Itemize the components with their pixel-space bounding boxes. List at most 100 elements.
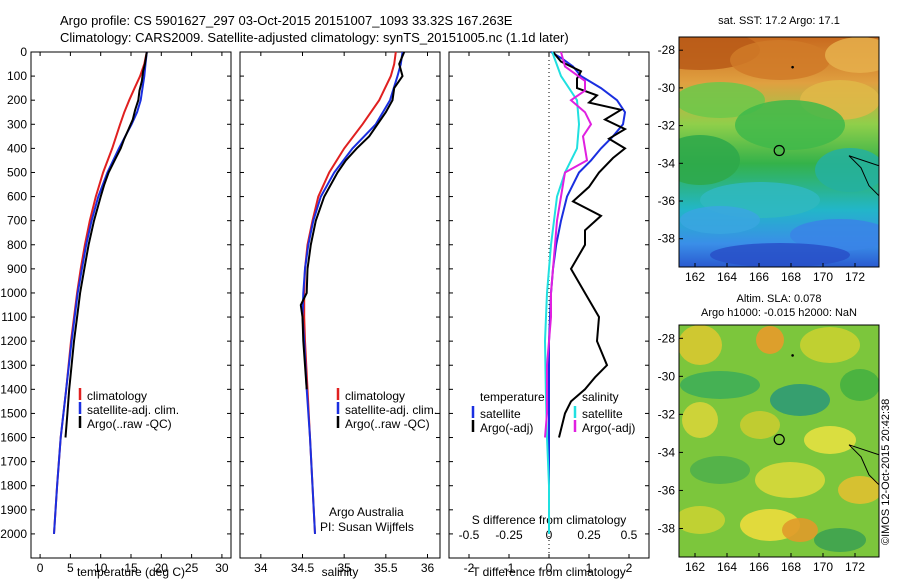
lon-tick-label: 172 [845, 560, 865, 574]
x-tick-label: 25 [185, 561, 199, 575]
y-tick-label: 600 [7, 190, 27, 204]
lon-tick-label: 172 [845, 270, 865, 284]
sst-blob [730, 40, 830, 80]
x-axis-label: T difference from climatology [472, 565, 626, 579]
lon-tick-label: 162 [685, 560, 705, 574]
sst-blob [679, 82, 765, 118]
y-tick-label: 500 [7, 165, 27, 179]
x-axis-label: temperature (deg C) [77, 565, 185, 579]
lat-tick-label: -38 [658, 521, 676, 535]
y-tick-label: 1700 [0, 455, 27, 469]
sst-blob [679, 135, 740, 185]
sst-field [679, 37, 879, 267]
sla-blob [690, 456, 750, 484]
lat-tick-label: -28 [658, 43, 676, 57]
sla-blob [756, 326, 784, 354]
y-tick-label: 1000 [0, 286, 27, 300]
lat-tick-label: -36 [658, 194, 676, 208]
sst-blob [790, 219, 879, 251]
chart-subtitle: Climatology: CARS2009. Satellite-adjuste… [60, 30, 569, 45]
lat-tick-label: -34 [658, 445, 676, 459]
legend-label: Argo(..raw -QC) [87, 417, 172, 431]
sla-blob [755, 462, 825, 498]
lat-tick-label: -34 [658, 156, 676, 170]
x-tick-label: 0 [37, 561, 44, 575]
annotation-line: PI: Susan Wijffels [320, 520, 414, 534]
sla-blob [740, 411, 780, 439]
map-frame [678, 36, 880, 268]
y-tick-label: 1200 [0, 334, 27, 348]
plot-frame [30, 51, 232, 559]
float-marker [773, 433, 785, 446]
float-marker [773, 144, 785, 157]
series-line-1 [301, 51, 404, 534]
y-tick-label: 900 [7, 262, 27, 276]
legend-title: salinity [582, 390, 619, 404]
lat-tick-label: -32 [658, 407, 676, 421]
legend-label: climatology [345, 389, 405, 403]
sla-field [679, 325, 879, 557]
legend-label: climatology [87, 389, 147, 403]
x-tick-label: 35.5 [374, 561, 398, 575]
sla-blob [840, 369, 879, 401]
sla-blob [800, 327, 860, 363]
legend-title: temperature [480, 390, 545, 404]
sla-blob [814, 528, 866, 552]
island-dot [791, 354, 794, 357]
y-tick-label: 1100 [1, 310, 27, 324]
lon-tick-label: 170 [813, 560, 833, 574]
salinity-panel: 34 34.5 35 35.5 36 salinity climatologysatelli… [239, 51, 441, 579]
lon-tick-label: 168 [781, 560, 801, 574]
sla-blob [770, 384, 830, 416]
lon-tick-label: 164 [717, 270, 737, 284]
series-line-2 [543, 51, 581, 534]
legend-label: satellite [582, 407, 623, 421]
x-tick-label: 1 [586, 561, 593, 575]
y-tick-label: 0 [20, 45, 27, 59]
y-tick-label: 700 [7, 214, 27, 228]
x-tick-label: -1 [504, 561, 515, 575]
series-line-3 [544, 51, 593, 438]
y-tick-label: 1300 [0, 358, 27, 372]
lon-tick-label: 162 [685, 270, 705, 284]
lat-tick-label: -36 [658, 483, 676, 497]
sla-blob [838, 476, 879, 504]
s-tick-label: 0.5 [621, 528, 638, 542]
legend-label: Argo(-adj) [480, 421, 533, 435]
legend-label: satellite-adj. clim. [345, 403, 437, 417]
y-tick-label: 800 [7, 238, 27, 252]
y-tick-label: 1900 [0, 503, 27, 517]
s-tick-label: 0 [546, 528, 553, 542]
temperature-panel: 0 5 10 15 20 25 30 temperature (deg C) 0 100 200 30… [0, 45, 232, 579]
sla-blob [682, 402, 718, 438]
x-tick-label: 15 [124, 561, 138, 575]
x-tick-label: 30 [215, 561, 229, 575]
y-tick-label: 200 [7, 93, 27, 107]
x-tick-label: 35 [337, 561, 351, 575]
y-tick-label: 1800 [0, 479, 27, 493]
difference-panel: -2 -1 0 1 2T difference from climatology -0.5… [448, 51, 650, 579]
y-tick-label: 2000 [0, 527, 27, 541]
x-axis-label: salinity [322, 565, 359, 579]
series-line-0 [548, 51, 627, 534]
x-tick-label: 34 [254, 561, 268, 575]
x-tick-label: 36 [421, 561, 435, 575]
lon-tick-label: 166 [749, 560, 769, 574]
island-dot [791, 65, 794, 69]
x-tick-label: 2 [626, 561, 633, 575]
map-subtitle: Argo h1000: -0.015 h2000: NaN [701, 307, 857, 319]
sla-blob [782, 518, 818, 542]
x-tick-label: 5 [67, 561, 74, 575]
sla-blob [679, 506, 725, 534]
lat-tick-label: -38 [658, 232, 676, 246]
series-line-1 [53, 51, 148, 534]
y-tick-label: 400 [7, 141, 27, 155]
sst-blob [735, 100, 845, 150]
lat-tick-label: -30 [658, 81, 676, 95]
sst-blob [710, 243, 850, 267]
map-title: sat. SST: 17.2 Argo: 17.1 [718, 15, 840, 27]
legend-label: Argo(-adj) [582, 421, 635, 435]
sla-blob [680, 371, 760, 399]
series-line-2 [299, 51, 406, 390]
